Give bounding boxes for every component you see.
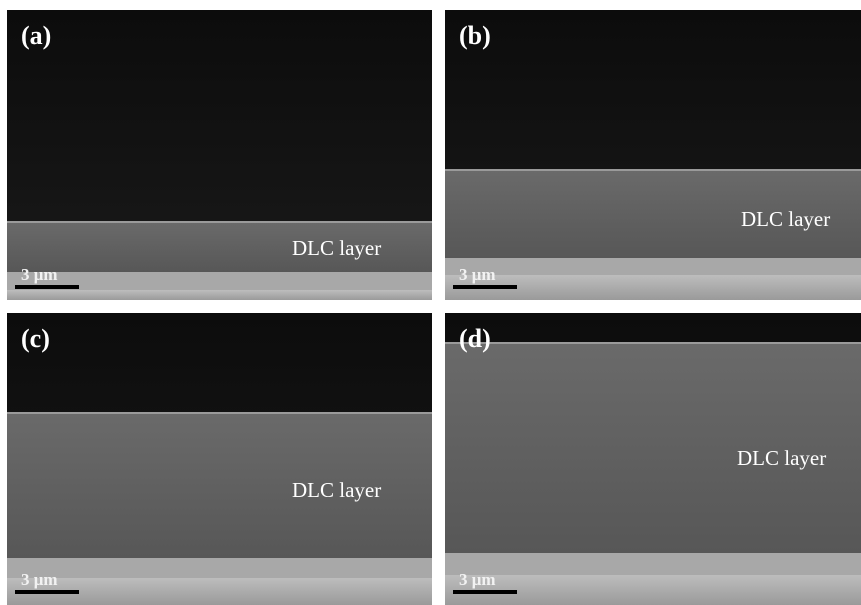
scale-bar [453,285,517,289]
scale-bar [453,590,517,594]
panel-label: (a) [21,21,51,50]
panel-label: (b) [459,21,491,50]
scale-bar-label: 3 μm [21,265,58,284]
layer-label: DLC layer [292,236,381,260]
scale-bar-label: 3 μm [21,570,58,589]
layer-label: DLC layer [737,446,826,470]
figure: (a) DLC layer 3 μm (b) DLC layer 3 μm (c) DLC l… [0,0,861,605]
panel-label: (c) [21,324,50,353]
scale-bar-label: 3 μm [459,265,496,284]
interface-strip [445,258,861,275]
scale-bar [15,285,79,289]
layer-label: DLC layer [741,207,830,231]
layer-label: DLC layer [292,478,381,502]
sem-panel: (b) DLC layer 3 μm [445,10,861,300]
sem-panel: (d) DLC layer 3 μm [445,313,861,605]
sem-panel: (a) DLC layer 3 μm [7,10,432,300]
scale-bar-label: 3 μm [459,570,496,589]
interface-strip [7,558,432,578]
panel-label: (d) [459,324,491,353]
interface-strip [445,553,861,575]
sem-panel: (c) DLC layer 3 μm [7,313,432,605]
scale-bar [15,590,79,594]
substrate [7,290,432,300]
